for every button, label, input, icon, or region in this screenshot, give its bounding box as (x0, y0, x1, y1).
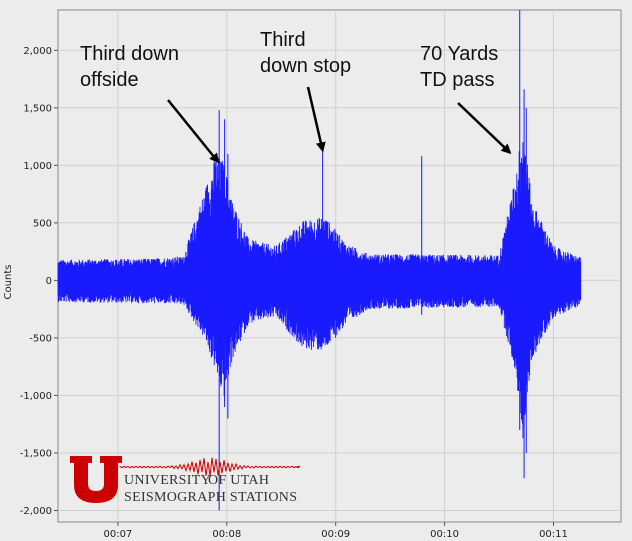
y-tick-label: 1,000 (23, 161, 52, 172)
y-tick-label: -1,000 (20, 391, 52, 402)
annotation-arrow (306, 86, 326, 153)
y-tick-label: -1,500 (20, 448, 52, 459)
y-tick-label: 1,500 (23, 103, 52, 114)
annotation-text: down stop (260, 55, 351, 77)
annotation-text: TD pass (420, 69, 494, 91)
x-tick-label: 00:11 (539, 529, 568, 540)
annotation-arrow (167, 99, 220, 164)
block-u-icon (70, 456, 122, 503)
x-axis-ticks: 00:07 00:08 00:09 00:10 00:11 (103, 522, 568, 540)
annotation-arrow (457, 102, 512, 155)
annotation: Third down offside (80, 43, 220, 164)
logo-of-utah-text: OF UTAH (208, 473, 269, 488)
logo-seismograph-stations-text: SEISMOGRAPH STATIONS (124, 490, 297, 505)
annotations: Third down offside Third down stop 70 Yards T… (80, 29, 512, 164)
annotation-text: Third (260, 29, 306, 51)
annotation: 70 Yards TD pass (420, 43, 512, 155)
annotation: Third down stop (260, 29, 351, 153)
logo-university-text: UNIVERSITY (124, 473, 211, 488)
y-tick-label: 0 (46, 276, 52, 287)
y-tick-label: -500 (29, 333, 52, 344)
y-tick-label: -2,000 (20, 506, 52, 517)
x-tick-label: 00:09 (321, 529, 350, 540)
x-tick-label: 00:07 (103, 529, 132, 540)
university-logo: UNIVERSITY OF UTAH SEISMOGRAPH STATIONS (70, 456, 301, 505)
y-tick-label: 2,000 (23, 46, 52, 57)
annotation-text: Third down (80, 43, 179, 65)
y-axis-label: Counts (3, 265, 14, 300)
y-axis-ticks: -2,000 -1,500 -1,000 -500 0 500 1,000 1,500 2,00… (20, 46, 58, 517)
seismic-trace (57, 10, 582, 511)
seismograph-wave-icon (119, 457, 301, 477)
x-tick-label: 00:10 (430, 529, 459, 540)
annotation-text: offside (80, 69, 139, 91)
y-tick-label: 500 (33, 218, 52, 229)
x-tick-label: 00:08 (212, 529, 241, 540)
trace-body (57, 142, 582, 439)
annotation-text: 70 Yards (420, 43, 498, 65)
